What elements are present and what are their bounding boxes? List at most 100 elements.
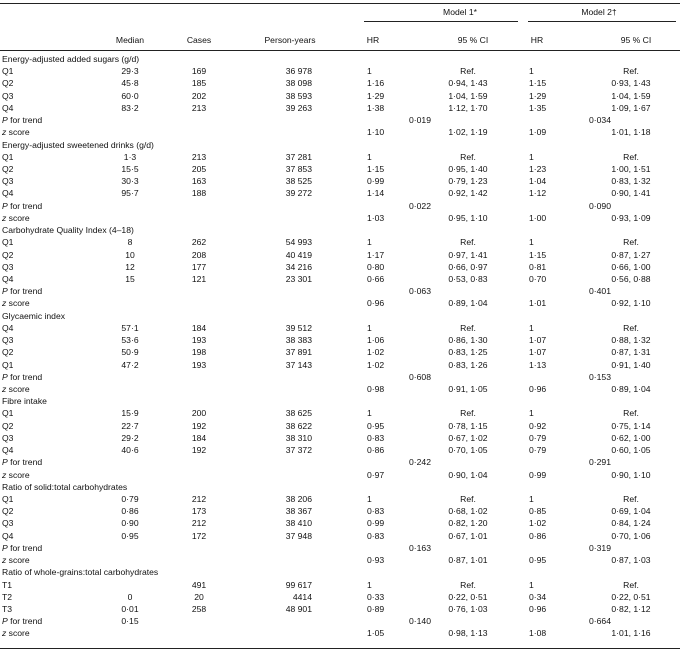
cell-py: 38 593 — [285, 90, 312, 101]
cell-ci1: 1·02, 1·19 — [448, 127, 488, 138]
cell-py: 37 372 — [285, 445, 312, 455]
cell-ci1: Ref. — [460, 237, 476, 248]
cell-median: 8 — [127, 237, 133, 248]
row-label: P for trend — [2, 114, 42, 126]
cell-hr2: 0·81 — [529, 261, 547, 272]
cell-p-trend-model1: 0·608 — [409, 371, 431, 382]
cell-ci1: 0·70, 1·05 — [448, 445, 488, 455]
cell-py: 23 301 — [285, 274, 312, 284]
z-score-row: z score 1·05 0·98, 1·13 1·08 1·01, 1·16 — [0, 627, 680, 639]
cell-cases: 213 — [191, 151, 207, 162]
cell-hr1: 0·66 — [367, 274, 385, 284]
cell-cases: 121 — [191, 274, 207, 284]
cell-median: 57·1 — [121, 322, 139, 333]
cell-hr1: 1·38 — [367, 102, 385, 113]
row-label: T3 — [2, 603, 13, 614]
cell-hr2: 0·96 — [529, 603, 547, 614]
section-header-row: Fibre intake — [0, 395, 680, 407]
section-title: Carbohydrate Quality Index (4–18) — [2, 225, 134, 236]
cell-p-trend-model1: 0·019 — [409, 115, 431, 126]
row-label-italic: z — [2, 212, 7, 223]
header-hr-model2: HR — [530, 35, 544, 45]
cell-ci2: Ref. — [623, 493, 639, 504]
section-header-row: Ratio of solid:total carbohydrates — [0, 481, 680, 493]
cell-hr2: 1 — [529, 66, 534, 77]
cell-median: 0·01 — [121, 603, 139, 614]
cell-hr2: 1·00 — [529, 212, 547, 223]
cell-ci1: Ref. — [460, 322, 476, 333]
row-label: Q2 — [2, 78, 14, 89]
cell-py: 37 143 — [285, 359, 312, 370]
row-label-italic: P — [2, 200, 8, 211]
cell-ci2: 1·00, 1·51 — [611, 164, 651, 174]
cell-hr1: 0·97 — [367, 469, 385, 480]
cell-cases: 491 — [191, 579, 207, 590]
row-label-rest: score — [6, 469, 30, 480]
cell-py: 37 891 — [285, 347, 312, 358]
cell-hr2: 1 — [529, 408, 534, 419]
table-row: Q3 0·90 212 38 410 0·99 0·82, 1·20 1·02 0·84, 1… — [0, 517, 680, 529]
row-label-italic: z — [2, 469, 7, 480]
cell-hr1: 0·93 — [367, 555, 385, 565]
cell-cases: 177 — [191, 261, 207, 272]
table-row: T3 0·01 258 48 901 0·89 0·76, 1·03 0·96 0·82, 1… — [0, 603, 680, 615]
cell-ci2: 0·87, 1·31 — [611, 347, 651, 358]
cell-hr1: 1·16 — [367, 78, 385, 89]
cell-median: 45·8 — [121, 78, 139, 89]
cell-ci1: 0·95, 1·40 — [448, 164, 488, 174]
section-title: Ratio of whole-grains:total carbohydrate… — [2, 567, 159, 578]
cell-median: 10 — [125, 249, 135, 260]
cell-hr2: 1·04 — [529, 176, 547, 187]
row-label-rest: for trend — [7, 457, 43, 468]
cell-hr2: 0·96 — [529, 383, 547, 394]
row-label: Q1 — [2, 359, 14, 370]
cell-ci2: 0·66, 1·00 — [611, 261, 651, 272]
cell-ci1: 1·12, 1·70 — [448, 102, 488, 113]
table-row: Q4 15 121 23 301 0·66 0·53, 0·83 0·70 0·56, 0·8… — [0, 273, 680, 285]
cell-ci1: Ref. — [460, 408, 476, 419]
table-row: T2 0 20 4414 0·33 0·22, 0·51 0·34 0·22, 0·51 — [0, 591, 680, 603]
cell-hr1: 1·02 — [367, 347, 385, 358]
cell-py: 38 206 — [285, 493, 312, 504]
cell-ci1: 0·67, 1·02 — [448, 432, 488, 443]
row-label-rest: score — [6, 383, 30, 394]
cell-cases: 193 — [191, 335, 207, 346]
cell-p-trend-model2: 0·319 — [589, 542, 611, 553]
header-rule — [0, 50, 680, 51]
table-row: Q2 15·5 205 37 853 1·15 0·95, 1·40 1·23 1·00, 1… — [0, 163, 680, 175]
cell-median: 53·6 — [121, 335, 139, 346]
cell-cases: 192 — [191, 420, 207, 431]
section-header-row: Carbohydrate Quality Index (4–18) — [0, 224, 680, 236]
cell-hr2: 1 — [529, 151, 534, 162]
row-label-rest: score — [6, 298, 30, 309]
row-label: Q4 — [2, 188, 14, 199]
row-label-rest: for trend — [7, 616, 43, 627]
model1-rule — [364, 21, 518, 22]
row-label: z score — [2, 554, 30, 566]
cell-median: 0·90 — [121, 518, 139, 529]
model2-rule — [528, 21, 676, 22]
row-label: Q2 — [2, 249, 14, 260]
row-label-italic: P — [2, 286, 8, 297]
cell-median: 0·15 — [121, 616, 139, 627]
cell-ci2: 1·01, 1·18 — [611, 127, 651, 138]
cell-median: 0·95 — [121, 530, 139, 541]
cell-hr2: 1 — [529, 237, 534, 248]
cell-hr2: 1·35 — [529, 102, 547, 113]
row-label: z score — [2, 297, 30, 309]
cell-median: 83·2 — [121, 102, 139, 113]
cell-ci1: 0·22, 0·51 — [448, 591, 488, 602]
cell-median: 0 — [127, 591, 133, 602]
cell-ci2: 0·90, 1·41 — [611, 188, 651, 199]
cell-ci2: 0·91, 1·40 — [611, 359, 651, 370]
cell-ci2: 0·22, 0·51 — [611, 591, 651, 602]
row-label: Q3 — [2, 261, 14, 272]
cell-median: 47·2 — [121, 359, 139, 370]
cell-hr1: 1·15 — [367, 164, 385, 174]
cell-py: 48 901 — [285, 603, 312, 614]
row-label: Q2 — [2, 506, 14, 517]
cell-hr1: 1 — [367, 237, 372, 248]
cell-ci1: Ref. — [460, 151, 476, 162]
cell-ci1: Ref. — [460, 493, 476, 504]
top-rule — [0, 3, 680, 4]
